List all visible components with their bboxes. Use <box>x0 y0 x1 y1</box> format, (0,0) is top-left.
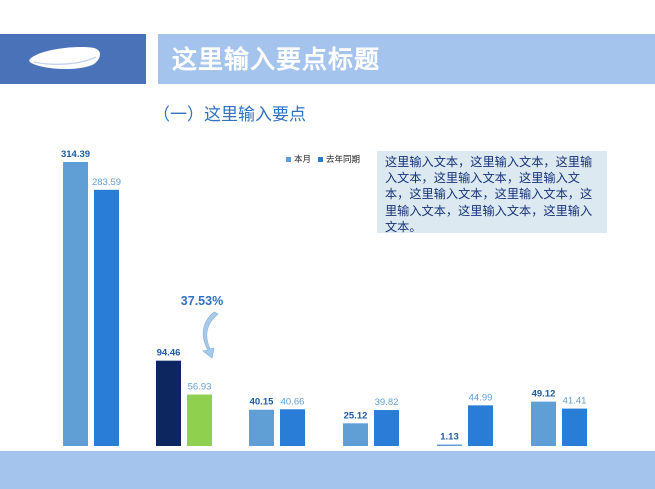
header-bar: 这里输入要点标题 <box>158 34 655 84</box>
bar-last-year-0 <box>94 189 119 447</box>
data-label-last-year-3: 39.82 <box>375 397 399 408</box>
bar-current-3 <box>343 423 368 446</box>
legend-item-last-year: 去年同期 <box>318 153 360 165</box>
data-label-last-year-0: 283.59 <box>92 177 121 188</box>
legend-swatch-current <box>286 156 291 162</box>
section-subtitle: （一）这里输入要点 <box>153 105 306 125</box>
data-label-current-0: 314.39 <box>61 149 90 160</box>
bar-last-year-5 <box>562 408 587 446</box>
legend-label-current: 本月 <box>294 155 312 165</box>
bar-last-year-1 <box>187 394 212 446</box>
data-label-current-4: 1.13 <box>440 432 459 443</box>
data-label-last-year-2: 40.66 <box>281 396 305 407</box>
data-label-last-year-4: 44.99 <box>469 392 493 403</box>
annotation-percentage: 37.53% <box>181 294 223 308</box>
legend-label-last-year: 去年同期 <box>326 155 361 165</box>
header-accent-block <box>0 34 146 84</box>
bar-last-year-4 <box>468 405 493 446</box>
bar-current-1 <box>156 360 181 446</box>
page-title: 这里输入要点标题 <box>172 45 381 74</box>
leaf-logo-icon <box>29 47 100 70</box>
legend-item-current: 本月 <box>286 153 311 165</box>
body-text-box: 这里输入文本，这里输入文本，这里输入文本，这里输入文本，这里输入文本，这里输入文… <box>377 151 607 234</box>
bar-last-year-2 <box>280 409 305 446</box>
curved-arrow-icon <box>202 311 219 359</box>
bar-current-2 <box>249 409 274 446</box>
bar-last-year-3 <box>374 410 399 446</box>
data-label-last-year-1: 56.93 <box>188 382 212 393</box>
footer-bar <box>0 451 655 489</box>
chart-legend: 本月 去年同期 <box>286 153 360 165</box>
legend-swatch-last-year <box>318 156 324 162</box>
bar-current-4 <box>437 444 462 446</box>
data-label-current-5: 49.12 <box>532 389 556 400</box>
data-label-current-1: 94.46 <box>157 348 181 359</box>
data-label-current-2: 40.15 <box>250 397 274 408</box>
bar-current-5 <box>531 401 556 446</box>
bar-current-0 <box>63 162 88 446</box>
data-label-last-year-5: 41.41 <box>563 396 587 407</box>
data-label-current-3: 25.12 <box>344 410 368 421</box>
